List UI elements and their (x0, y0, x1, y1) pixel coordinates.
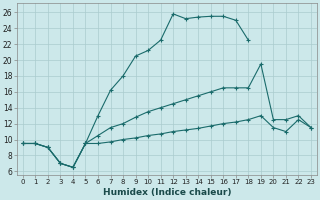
X-axis label: Humidex (Indice chaleur): Humidex (Indice chaleur) (103, 188, 231, 197)
